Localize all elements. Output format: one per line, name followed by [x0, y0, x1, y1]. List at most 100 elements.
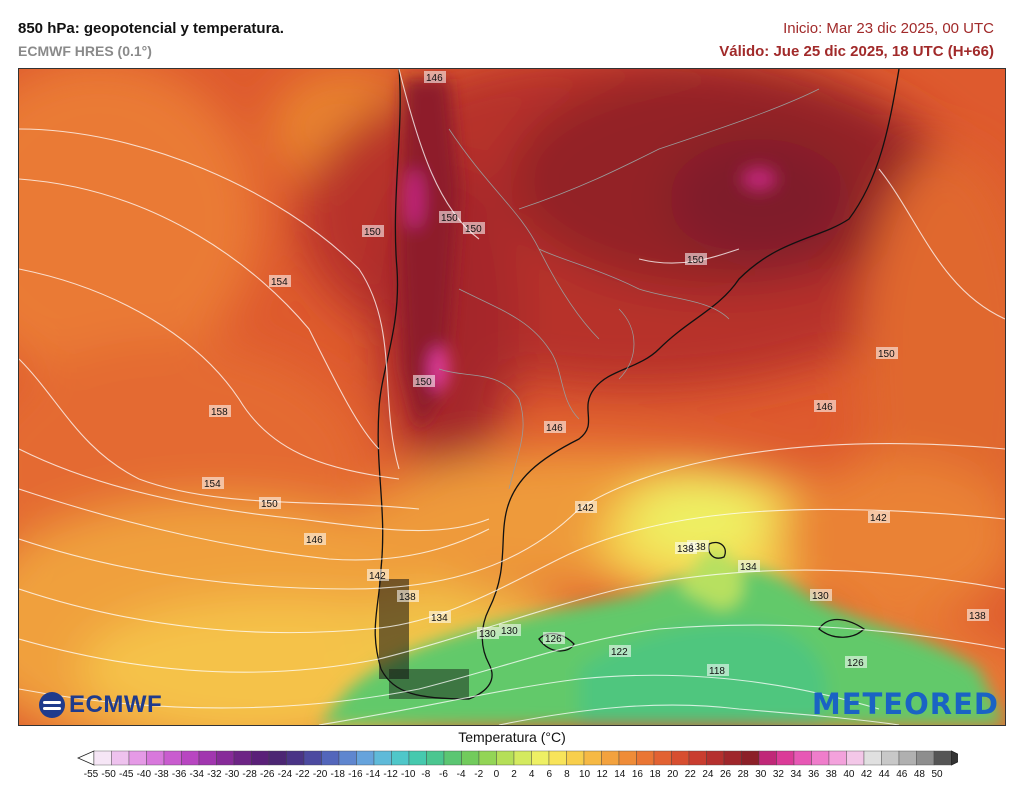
- colorbar-swatch: [216, 750, 235, 766]
- isobar-labels: 146 150 154 158 154 150 146 142 138 134 130 126 122 1…: [202, 71, 989, 677]
- isobar-label: 122: [611, 647, 628, 658]
- colorbar-swatch: [356, 750, 375, 766]
- isobar-label: 138: [677, 544, 694, 555]
- colorbar-label: 4: [528, 769, 535, 780]
- colorbar-swatch: [723, 750, 742, 766]
- ecmwf-logo-icon: [39, 692, 65, 718]
- header-right: Inicio: Mar 23 dic 2025, 00 UTC Válido: …: [719, 20, 994, 60]
- meteored-logo: METEORED: [811, 687, 999, 721]
- colorbar-label: -16: [348, 769, 363, 780]
- isobar-label: 126: [847, 658, 864, 669]
- colorbar-label: 30: [755, 769, 767, 780]
- isobar-label: 130: [812, 591, 829, 602]
- isobar-label: 138: [969, 611, 986, 622]
- colorbar-label: -8: [421, 769, 431, 780]
- isobar-label-bg: [499, 624, 521, 636]
- colorbar-swatch: [671, 750, 690, 766]
- colorbar-label: 46: [896, 769, 908, 780]
- ecmwf-logo: ECMWF: [39, 691, 162, 719]
- colorbar-label: 24: [702, 769, 714, 780]
- colorbar-swatch: [601, 750, 620, 766]
- colorbar-label: -20: [312, 769, 328, 780]
- colorbar-label: 8: [564, 769, 570, 780]
- colorbar-swatch: [846, 750, 865, 766]
- isobar-label: 138: [689, 542, 706, 553]
- isobar-label: 134: [431, 613, 448, 624]
- isobar-label: 138: [399, 592, 416, 603]
- colorbar-label: -28: [242, 769, 257, 780]
- colorbar-swatch: [688, 750, 707, 766]
- colorbar-swatch: [426, 750, 445, 766]
- colorbar-swatch: [758, 750, 777, 766]
- isobar-label-bg: [202, 477, 224, 489]
- colorbar-label: 28: [737, 769, 749, 780]
- isobar-label: 130: [479, 629, 496, 640]
- colorbar-label: 12: [596, 769, 608, 780]
- isobar-label-bg: [397, 590, 419, 602]
- isobar-label: 146: [546, 423, 563, 434]
- isobar-label-bg: [413, 375, 435, 387]
- colorbar-swatch: [881, 750, 900, 766]
- colorbar-label: 26: [719, 769, 732, 780]
- colorbar-swatch: [793, 750, 812, 766]
- colorbar-label: -4: [456, 769, 466, 780]
- colorbar-swatch: [373, 750, 392, 766]
- isobar-label-bg: [609, 645, 631, 657]
- colorbar-swatch: [513, 750, 532, 766]
- colorbar-label: 44: [878, 769, 890, 780]
- colorbar-label: 32: [772, 769, 784, 780]
- colorbar-label: 50: [931, 769, 943, 780]
- isobar-label-bg: [424, 71, 446, 83]
- isobar-label-bg: [575, 501, 597, 513]
- isobar-label-bg: [362, 225, 384, 237]
- colorbar-label: -40: [136, 769, 152, 780]
- colorbar-label: 2: [511, 769, 517, 780]
- weather-map[interactable]: 146 150 154 158 154 150 146 142 138 134 130 126 122 1…: [18, 68, 1006, 726]
- colorbar-labels: -55 -50 -45 -40 -38 -36 -34 -32 -30 -28 -26 -24 -22-…: [0, 769, 1024, 785]
- colorbar-label: -10: [401, 769, 416, 780]
- colorbar-label: 16: [631, 769, 643, 780]
- colorbar-label: -2: [474, 769, 484, 780]
- isobar-label-bg: [707, 664, 729, 676]
- isobar-label-bg: [429, 611, 451, 623]
- isobar-label-bg: [814, 400, 836, 412]
- isobar-label: 134: [740, 562, 757, 573]
- colorbar-swatch: [111, 750, 130, 766]
- colorbar-swatch: [933, 750, 952, 766]
- colorbar-swatch: [251, 750, 270, 766]
- isobar-label-bg: [304, 533, 326, 545]
- colorbar-swatch: [391, 750, 410, 766]
- colorbar-swatch: [443, 750, 462, 766]
- isobar-label: 150: [415, 377, 432, 388]
- colorbar-label: -36: [171, 769, 187, 780]
- colorbar-label: -6: [439, 769, 448, 780]
- isobar-label: 146: [306, 535, 323, 546]
- colorbar: [77, 750, 958, 766]
- colorbar-label: -18: [330, 769, 345, 780]
- init-time: Inicio: Mar 23 dic 2025, 00 UTC: [783, 20, 994, 37]
- isobar-label-bg: [543, 632, 565, 644]
- colorbar-swatch: [198, 750, 217, 766]
- isobar-label-bg: [209, 405, 231, 417]
- isobar-label-bg: [685, 253, 707, 265]
- colorbar-swatch: [811, 750, 830, 766]
- colorbar-label: -26: [260, 769, 275, 780]
- colorbar-label: -32: [207, 769, 222, 780]
- isobar-label-bg: [367, 569, 389, 581]
- colorbar-swatch: [636, 750, 655, 766]
- colorbar-swatch: [146, 750, 165, 766]
- isobar-label-bg: [845, 656, 867, 668]
- colorbar-label: -12: [383, 769, 398, 780]
- isobar-label-bg: [675, 542, 697, 554]
- isobar-label: 154: [271, 277, 288, 288]
- colorbar-min-arrow: [77, 750, 95, 766]
- colorbar-swatch: [286, 750, 305, 766]
- colorbar-swatch: [828, 750, 847, 766]
- colorbar-label: 40: [843, 769, 855, 780]
- isobar-label: 154: [204, 479, 221, 490]
- isobar-label-bg: [439, 211, 461, 223]
- isobar-label-bg: [876, 347, 898, 359]
- colorbar-swatch: [128, 750, 147, 766]
- isobar-label-bg: [868, 511, 890, 523]
- colorbar-title: Temperatura (°C): [458, 729, 566, 745]
